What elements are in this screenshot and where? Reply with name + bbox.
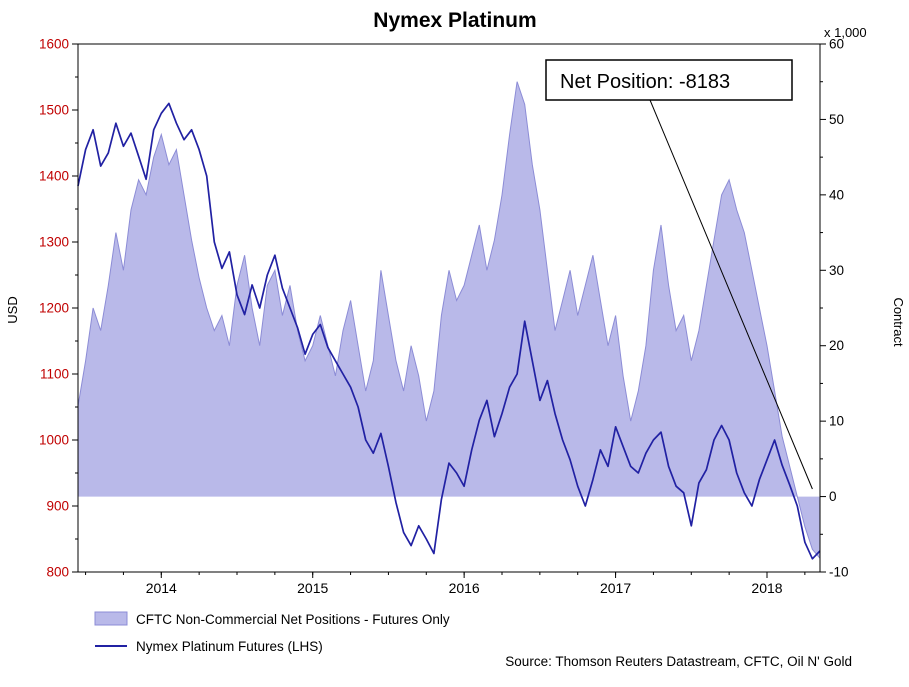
left-axis-tick-label: 1300	[39, 235, 69, 250]
area-legend-label: CFTC Non-Commercial Net Positions - Futu…	[136, 612, 450, 627]
legend: CFTC Non-Commercial Net Positions - Futu…	[94, 611, 450, 654]
x-axis-tick-label: 2014	[146, 580, 177, 596]
right-axis-tick-label: 50	[829, 112, 844, 127]
right-axis-tick-label: 30	[829, 263, 844, 278]
left-axis-tick-label: 1100	[40, 367, 69, 382]
left-axis-tick-label: 1200	[39, 301, 69, 316]
net-position-annotation: Net Position: -8183	[545, 59, 813, 490]
area-legend-swatch	[94, 611, 128, 626]
x-axis-tick-label: 2015	[297, 580, 328, 596]
net-positions-outline	[77, 81, 821, 559]
right-axis-title: Contract	[891, 297, 906, 347]
right-axis-tick-label: -10	[829, 565, 849, 580]
source-credit: Source: Thomson Reuters Datastream, CFTC…	[505, 654, 852, 669]
platinum-price-line	[77, 102, 821, 560]
plot-area: 800 900 1000 1100 1200 1300 1400 1500 1600 -10 0 10…	[39, 37, 849, 597]
left-axis-tick-label: 1600	[39, 37, 69, 52]
left-axis-tick-label: 900	[46, 499, 69, 514]
right-axis-tick-label: 20	[829, 338, 844, 353]
right-axis-unit-label: x 1,000	[824, 25, 867, 40]
left-axis-tick-label: 1400	[39, 169, 69, 184]
left-axis-tick-label: 1000	[39, 433, 69, 448]
line-legend-label: Nymex Platinum Futures (LHS)	[136, 639, 323, 654]
x-axis-tick-label: 2017	[600, 580, 631, 596]
net-positions-area	[78, 81, 820, 559]
annotation-text: Net Position: -8183	[560, 71, 730, 93]
x-axis-tick-label: 2016	[449, 580, 480, 596]
x-axis-tick-label: 2018	[751, 580, 782, 596]
annotation-leader-line	[649, 99, 813, 490]
right-axis-tick-label: 10	[829, 414, 844, 429]
left-axis-tick-label: 1500	[39, 103, 69, 118]
left-axis-tick-label: 800	[46, 565, 69, 580]
annotation-box	[545, 59, 793, 101]
right-axis-tick-label: 0	[829, 489, 837, 504]
right-axis-tick-label: 40	[829, 187, 844, 202]
left-axis-title: USD	[5, 296, 20, 323]
chart-title: Nymex Platinum	[373, 9, 536, 32]
right-axis-tick-label: 60	[829, 37, 844, 52]
